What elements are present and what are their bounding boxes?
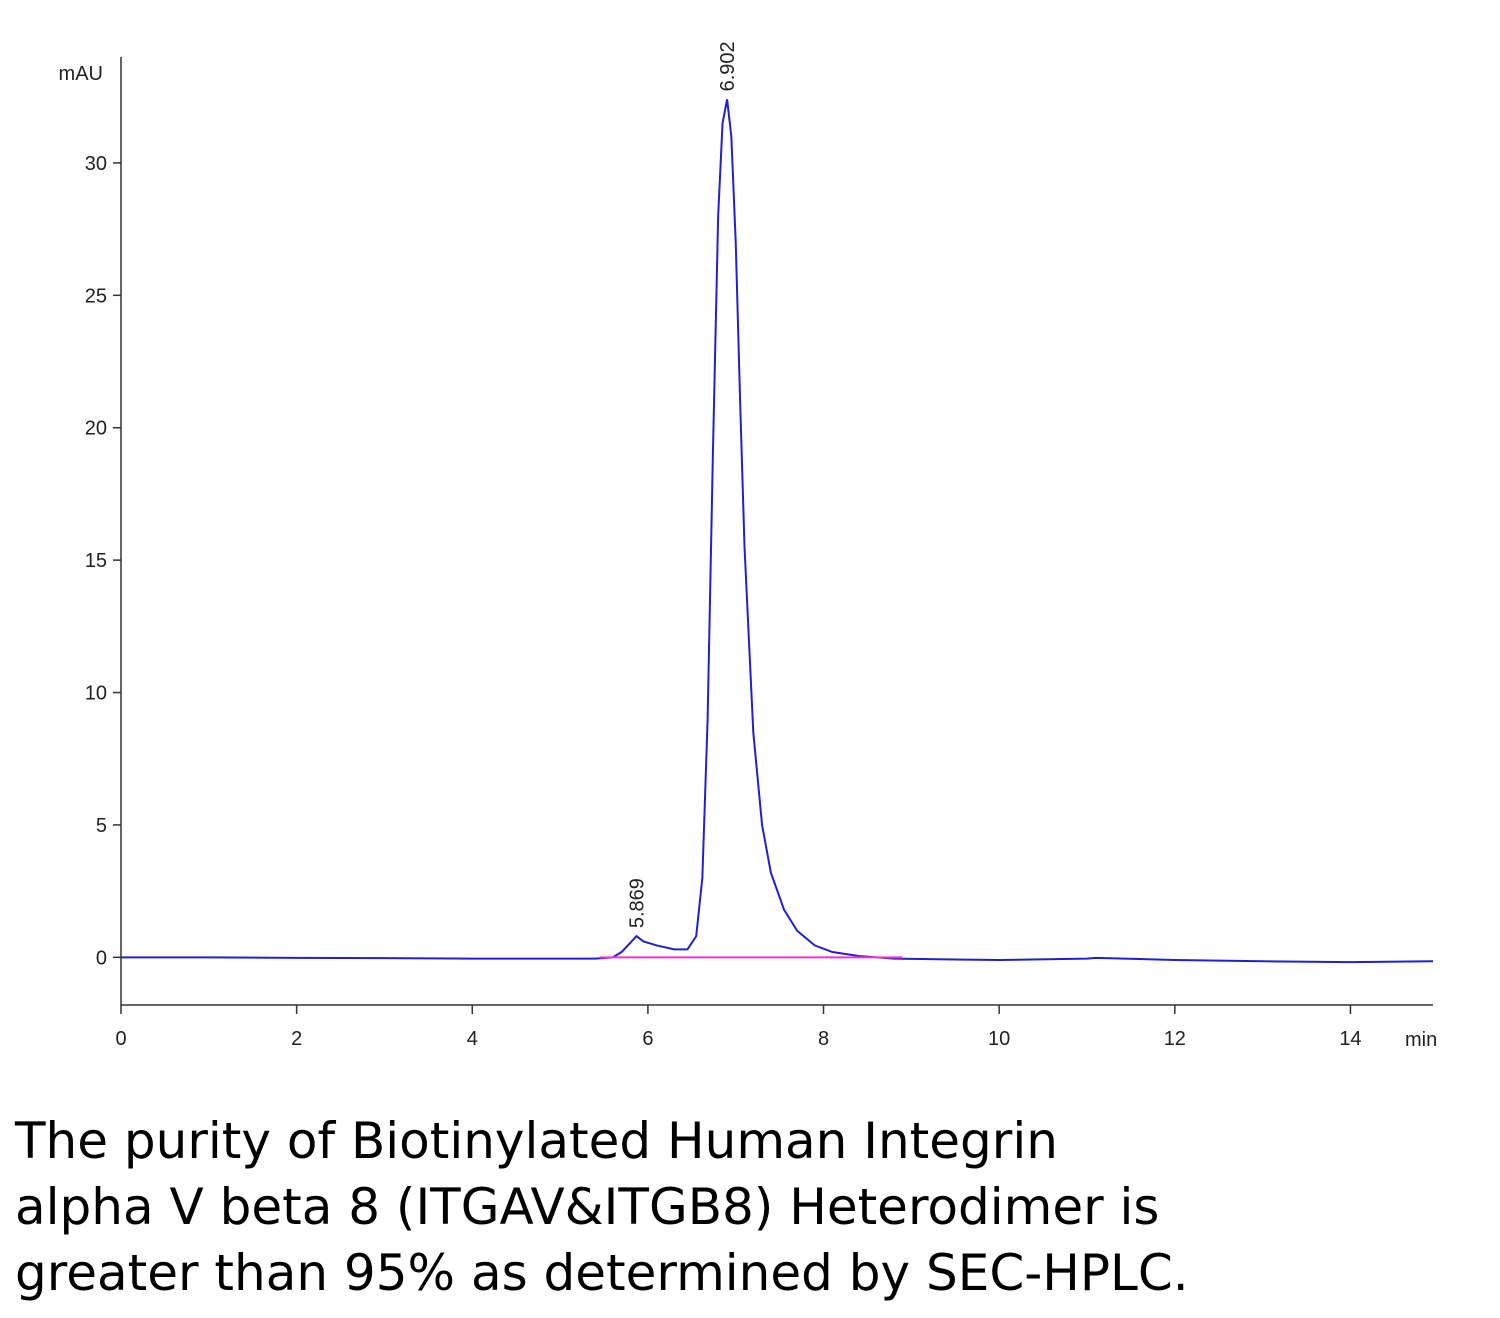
line-series: [121, 99, 1434, 964]
y-tick-label: 10: [85, 683, 107, 705]
y-tick-label: 25: [85, 285, 107, 307]
x-tick-label: 2: [291, 1028, 302, 1050]
x-axis-label: min: [1405, 1029, 1437, 1051]
x-tick-label: 6: [642, 1028, 653, 1050]
x-tick-label: 12: [1164, 1028, 1186, 1050]
peak-label: 5.869: [626, 878, 648, 928]
y-tick-label: 0: [96, 947, 107, 969]
y-tick-label: 15: [85, 550, 107, 572]
y-tick-label: 20: [85, 418, 107, 440]
x-tick-label: 0: [115, 1028, 126, 1050]
x-tick-label: 4: [467, 1028, 478, 1050]
caption-line: alpha V beta 8 (ITGAV&ITGB8) Heterodimer…: [15, 1178, 1159, 1236]
peak-label: 6.902: [717, 41, 739, 91]
y-tick-label: 30: [85, 153, 107, 175]
caption-line: The purity of Biotinylated Human Integri…: [14, 1112, 1058, 1170]
x-tick-label: 14: [1339, 1028, 1361, 1050]
x-tick-label: 10: [988, 1028, 1010, 1050]
y-tick-label: 5: [96, 815, 107, 837]
caption-line: greater than 95% as determined by SEC-HP…: [15, 1244, 1189, 1302]
y-axis-label: mAU: [59, 63, 103, 85]
x-tick-label: 8: [818, 1028, 829, 1050]
